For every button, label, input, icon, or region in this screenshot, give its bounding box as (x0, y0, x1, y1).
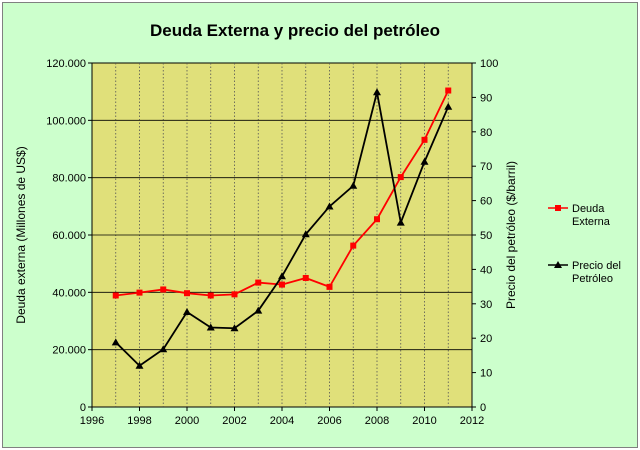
data-point-precio (444, 102, 453, 110)
data-point-deuda (421, 136, 428, 143)
data-point-deuda (255, 279, 262, 286)
y-tick-label: 60.000 (52, 230, 86, 242)
x-tick-label: 2004 (270, 415, 294, 427)
y2-tick-label: 30 (480, 299, 492, 311)
y-tick-label: 40.000 (52, 287, 86, 299)
legend-marker-precio (554, 261, 562, 268)
x-tick-label: 2002 (222, 415, 246, 427)
data-point-precio (278, 272, 286, 280)
data-point-deuda (136, 289, 143, 296)
y2-tick-label: 20 (480, 333, 492, 345)
x-tick-label: 1996 (80, 415, 104, 427)
y2-tick-label: 100 (480, 58, 498, 70)
data-point-precio (183, 308, 191, 316)
data-point-deuda (445, 87, 452, 94)
x-tick-label: 2008 (365, 415, 389, 427)
y2-tick-label: 70 (480, 161, 492, 173)
series-layer (111, 87, 453, 369)
y-axis-label: Deuda externa (Millones de US$) (14, 146, 28, 323)
y2-tick-label: 40 (480, 264, 492, 276)
data-point-precio (301, 230, 310, 238)
x-axis: 1996 1998 2000 2002 2004 2006 2008 2010 2012 (80, 407, 484, 427)
y-tick-label: 20.000 (52, 345, 86, 357)
chart-svg: Deuda Externa y precio del petróleo 0 20.… (14, 21, 621, 427)
x-tick-label: 2006 (317, 415, 341, 427)
legend-label-precio-1: Precio del (572, 260, 621, 272)
y-tick-label: 100.000 (46, 115, 86, 127)
data-point-deuda (350, 242, 357, 249)
data-point-deuda (279, 281, 285, 288)
data-point-deuda (160, 286, 167, 293)
y-axis-left: 0 20.000 40.000 60.000 80.000 100.000 120.000 (46, 58, 92, 414)
y2-tick-label: 80 (480, 127, 492, 139)
x-tick-label: 2010 (412, 415, 436, 427)
data-point-precio (230, 324, 239, 332)
chart-title: Deuda Externa y precio del petróleo (150, 21, 440, 40)
data-point-precio (325, 202, 334, 210)
legend: Deuda Externa Precio del Petróleo (548, 203, 621, 285)
y2-tick-label: 50 (480, 230, 492, 242)
y2-tick-label: 90 (480, 92, 492, 104)
data-point-precio (111, 338, 120, 346)
data-point-precio (254, 306, 263, 314)
y2-axis-label: Precio del petróleo ($/barril) (504, 161, 518, 309)
data-point-deuda (184, 290, 190, 297)
y2-tick-label: 60 (480, 196, 492, 208)
x-tick-label: 2012 (460, 415, 484, 427)
x-tick-label: 2000 (175, 415, 199, 427)
legend-item-deuda: Deuda Externa (548, 203, 611, 228)
data-point-deuda (374, 216, 380, 223)
y-axis-right: 0 10 20 30 40 50 60 70 80 90 100 (472, 58, 498, 414)
legend-item-precio: Precio del Petróleo (548, 260, 621, 285)
data-point-precio (396, 218, 405, 226)
data-point-precio (420, 157, 429, 165)
data-point-deuda (207, 292, 214, 299)
x-tick-label: 1998 (127, 415, 151, 427)
y2-tick-label: 10 (480, 368, 492, 380)
data-point-precio (159, 345, 168, 353)
data-point-deuda (326, 283, 333, 290)
y-tick-label: 80.000 (52, 173, 86, 185)
data-point-precio (206, 323, 215, 331)
legend-label-precio-2: Petróleo (572, 273, 613, 285)
data-point-deuda (112, 292, 119, 299)
legend-marker-deuda (555, 205, 561, 211)
legend-label-deuda-1: Deuda (572, 203, 605, 215)
data-point-precio (373, 88, 381, 96)
data-point-precio (349, 181, 358, 189)
legend-label-deuda-2: Externa (572, 216, 611, 228)
data-point-deuda (302, 275, 309, 281)
y2-tick-label: 0 (480, 402, 486, 414)
data-point-precio (135, 361, 144, 369)
data-point-deuda (397, 174, 404, 181)
y-tick-label: 0 (80, 402, 86, 414)
y-tick-label: 120.000 (46, 58, 86, 70)
data-point-deuda (231, 291, 238, 298)
